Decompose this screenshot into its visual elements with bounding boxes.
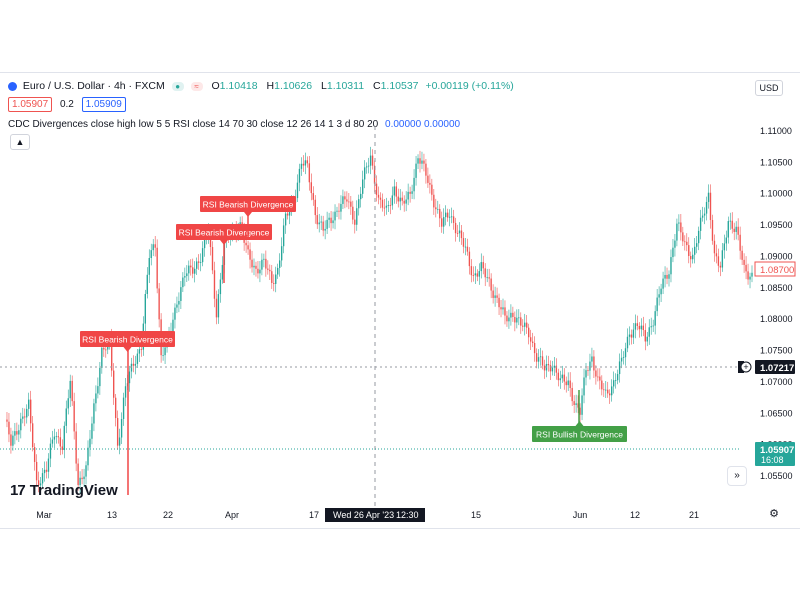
close-value: 1.10537 — [380, 80, 419, 93]
indicator-legend[interactable]: CDC Divergences close high low 5 5 RSI c… — [8, 119, 460, 130]
tradingview-logo: 17 TradingView — [10, 482, 118, 499]
close-label: C — [372, 80, 381, 93]
low-label: L — [321, 80, 327, 93]
double-chevron-right-icon: » — [734, 470, 740, 481]
market-status-icon[interactable]: ● — [171, 81, 184, 91]
open-label: O — [211, 80, 220, 93]
currency-button[interactable]: USD — [755, 80, 783, 96]
low-value: 1.10311 — [326, 80, 365, 93]
indicator-name[interactable]: CDC Divergences close high low 5 5 RSI c… — [8, 119, 379, 130]
eur-flag-icon — [8, 81, 17, 91]
bid-ask-panel: 1.05907 0.2 1.05909 — [8, 97, 126, 112]
gear-icon: ⚙ — [769, 508, 779, 520]
high-value: 1.10626 — [274, 80, 313, 93]
spread-value: 0.2 — [59, 99, 74, 110]
high-label: H — [266, 80, 275, 93]
chart-settings-button[interactable]: ⚙ — [768, 508, 780, 520]
symbol-header: Euro / U.S. Dollar · 4h · FXCM ● ≈ O1.10… — [8, 80, 514, 92]
open-value: 1.10418 — [219, 80, 258, 93]
symbol-title[interactable]: Euro / U.S. Dollar · 4h · FXCM — [22, 80, 165, 93]
tv-logo-icon: 17 — [10, 482, 26, 499]
change-value: +0.00119 (+0.11%) — [425, 80, 514, 93]
wave-icon[interactable]: ≈ — [190, 81, 203, 91]
sell-button[interactable]: 1.05907 — [8, 97, 53, 112]
indicator-values: 0.00000 0.00000 — [385, 119, 461, 130]
chevron-up-icon: ▲ — [15, 137, 25, 147]
chart-frame — [0, 72, 800, 529]
watermark-text: TradingView — [29, 482, 118, 499]
scroll-to-realtime-button[interactable]: » — [727, 466, 747, 486]
collapse-legend-button[interactable]: ▲ — [10, 134, 30, 150]
buy-button[interactable]: 1.05909 — [81, 97, 126, 112]
